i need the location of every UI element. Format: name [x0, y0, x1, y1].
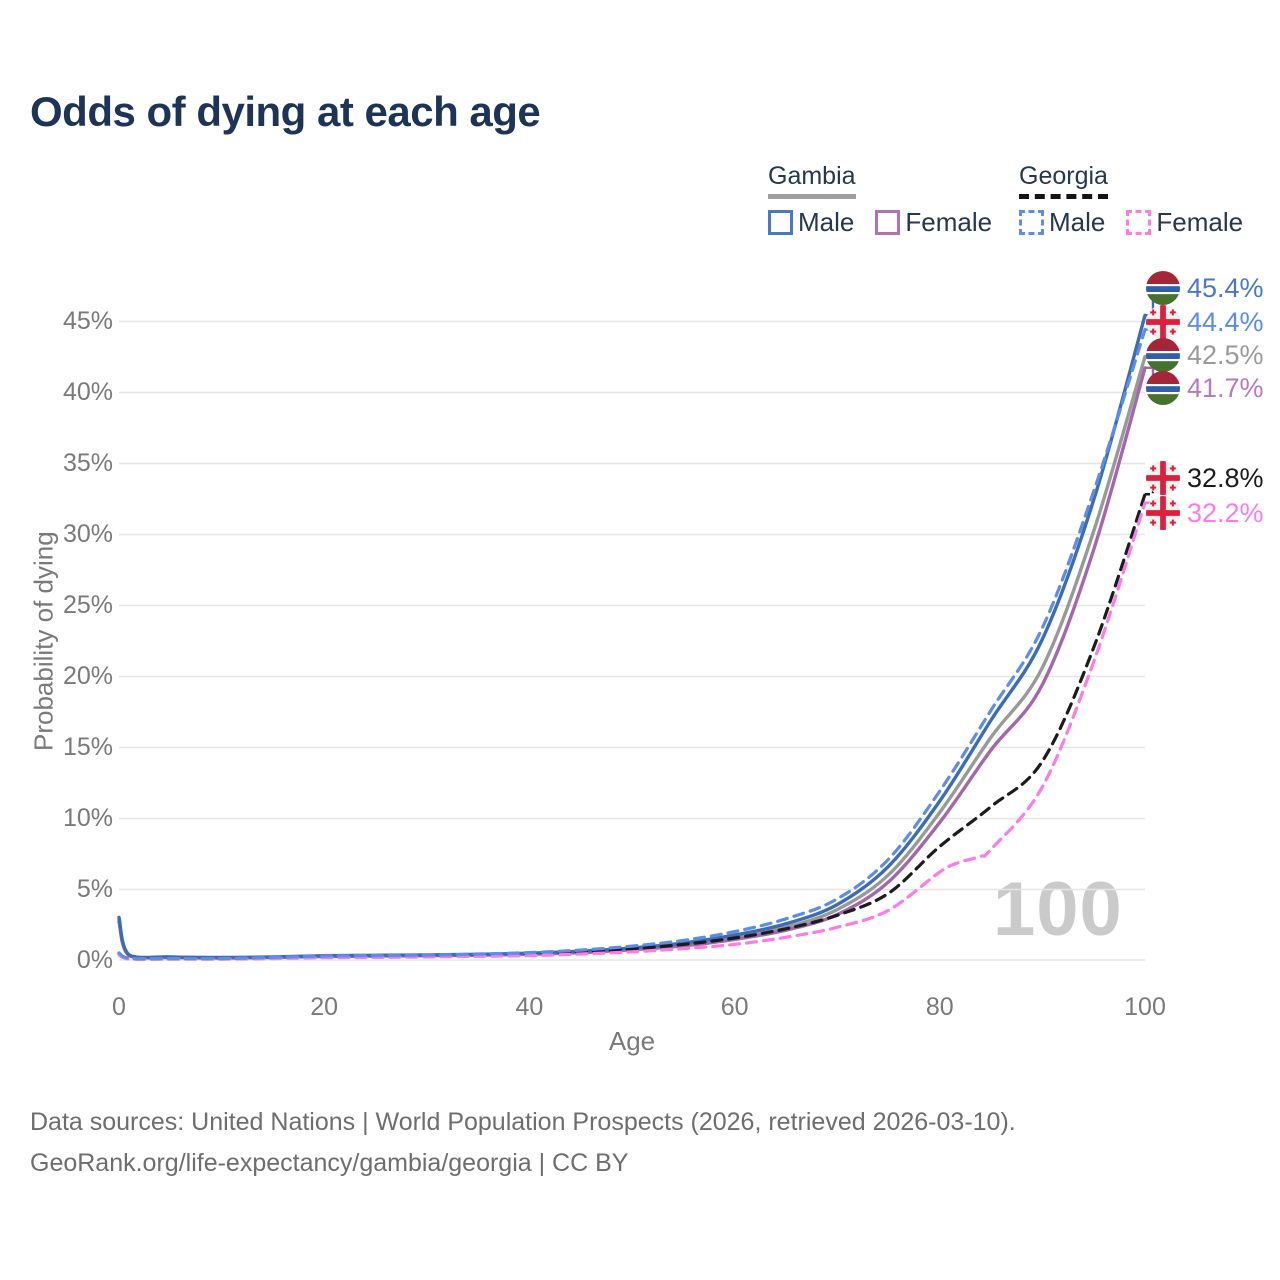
footer-line-1: Data sources: United Nations | World Pop… [30, 1108, 1016, 1136]
legend-item-label: Male [1049, 207, 1106, 237]
end-value-gambia-female: 41.7% [1187, 372, 1264, 403]
end-label-georgia-male: 44.4% [1146, 305, 1264, 339]
gambia-flag-icon [1146, 338, 1180, 372]
curve-georgia-male [117, 327, 1147, 961]
y-tick-label: 15% [62, 733, 113, 761]
curve-gambia-male [117, 313, 1147, 960]
footer-attribution: Data sources: United Nations | World Pop… [30, 1102, 1016, 1184]
curves-layer [117, 313, 1147, 961]
legend-item-label: Male [798, 207, 855, 237]
y-axis-title: Probability of dying [28, 531, 59, 751]
y-tick-label: 40% [62, 378, 113, 406]
end-label-georgia-female: 32.2% [1146, 496, 1264, 530]
gridlines-layer [119, 320, 1145, 961]
legend-group-georgia: Georgia Male Female [1019, 162, 1243, 238]
legend-item-label: Female [1156, 207, 1244, 237]
gambia-female-swatch-icon [875, 210, 901, 235]
y-tick-label: 35% [62, 449, 113, 477]
end-value-georgia-female: 32.2% [1187, 497, 1264, 528]
end-value-gambia-total: 42.5% [1187, 339, 1264, 370]
end-label-gambia-female: 41.7% [1146, 371, 1264, 405]
georgia-female-swatch-icon [1126, 210, 1152, 235]
georgia-male-swatch-icon [1019, 210, 1044, 235]
end-value-georgia-male: 44.4% [1187, 306, 1264, 337]
y-tick-label: 45% [62, 307, 113, 335]
y-tick-label: 0% [76, 945, 113, 974]
legend-group-gambia: Gambia Male Female [768, 162, 992, 238]
georgia-flag-icon [1146, 461, 1180, 495]
y-tick-label: 5% [76, 875, 113, 903]
gambia-flag-icon [1146, 371, 1180, 405]
georgia-flag-icon [1146, 305, 1180, 339]
x-tick-label: 0 [112, 993, 126, 1021]
curve-georgia-female [117, 501, 1147, 961]
legend-header-georgia[interactable]: Georgia [1019, 162, 1108, 199]
x-tick-label: 80 [925, 993, 954, 1021]
y-tick-label: 25% [62, 591, 113, 619]
x-tick-label: 20 [310, 993, 339, 1021]
legend-header-gambia[interactable]: Gambia [768, 162, 856, 199]
end-label-georgia-total: 32.8% [1146, 461, 1264, 495]
x-tick-label: 100 [1124, 993, 1166, 1021]
legend-item-label: Female [905, 207, 993, 237]
legend-item-gambia-male[interactable]: Male [768, 207, 854, 238]
legend-item-gambia-female[interactable]: Female [875, 207, 992, 238]
y-tick-label: 20% [62, 662, 113, 690]
gambia-flag-icon [1146, 271, 1180, 305]
legend-item-georgia-male[interactable]: Male [1019, 207, 1105, 238]
gambia-male-swatch-icon [768, 210, 793, 235]
legend-item-georgia-female[interactable]: Female [1126, 207, 1243, 238]
georgia-flag-icon [1146, 496, 1180, 530]
curve-gambia-female [117, 366, 1147, 960]
curve-gambia-total [117, 354, 1147, 960]
end-value-gambia-male: 45.4% [1187, 272, 1264, 303]
footer-line-2: GeoRank.org/life-expectancy/gambia/georg… [30, 1149, 629, 1177]
end-label-gambia-male: 45.4% [1146, 271, 1264, 305]
x-tick-label: 60 [720, 993, 749, 1021]
y-tick-label: 10% [62, 804, 113, 832]
hover-age-watermark: 100 [993, 867, 1123, 952]
x-axis-title: Age [608, 1026, 656, 1056]
end-value-georgia-total: 32.8% [1187, 462, 1264, 493]
end-label-gambia-total: 42.5% [1146, 338, 1264, 372]
x-tick-label: 40 [515, 993, 544, 1021]
y-tick-label: 30% [62, 520, 113, 548]
page-title: Odds of dying at each age [30, 88, 541, 135]
